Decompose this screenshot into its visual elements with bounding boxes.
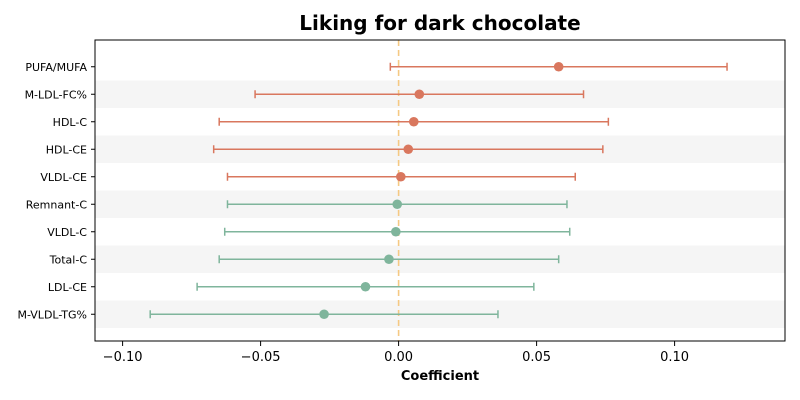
error-bar-pufa-mufa xyxy=(389,61,728,72)
y-tick-label: VLDL-C xyxy=(47,226,87,239)
x-tick-label: 0.05 xyxy=(522,350,551,365)
coefficient-point xyxy=(384,254,394,265)
coefficient-point xyxy=(403,144,414,155)
y-tick-label: M-VLDL-TG% xyxy=(17,308,87,321)
y-tick-label: HDL-CE xyxy=(46,143,87,156)
x-tick-label: −0.05 xyxy=(241,350,281,365)
error-bar-hdl-c xyxy=(218,116,610,127)
error-bar-hdl-ce xyxy=(212,144,604,155)
y-tick-label: Total-C xyxy=(49,253,88,266)
plot-frame xyxy=(94,39,786,342)
y-tick-label: HDL-C xyxy=(53,116,88,129)
y-tick-label: LDL-CE xyxy=(48,281,87,294)
coefficient-point xyxy=(391,226,401,237)
error-bar-vldl-c xyxy=(223,226,571,237)
error-bar-remnant-c xyxy=(226,199,568,210)
coefficient-point xyxy=(396,171,406,182)
error-bar-total-c xyxy=(218,254,560,265)
y-axis-labels: PUFA/MUFA M-LDL-FC% HDL-C HDL-CE VLDL-CE Remn… xyxy=(17,61,95,321)
x-axis-label: Coefficient xyxy=(401,369,479,384)
y-tick-label: PUFA/MUFA xyxy=(25,61,87,74)
error-bar-ldl-ce xyxy=(196,281,535,292)
coefficient-point xyxy=(392,199,403,210)
x-tick-label: 0.00 xyxy=(384,350,413,365)
coefficient-point xyxy=(408,116,419,127)
error-bar-m-ldl-fc- xyxy=(254,89,585,100)
y-tick-label: M-LDL-FC% xyxy=(25,88,87,101)
chart-title: Liking for dark chocolate xyxy=(299,11,580,35)
x-tick-label: 0.10 xyxy=(660,350,689,365)
y-tick-label: Remnant-C xyxy=(26,198,88,211)
error-bar-m-vldl-tg- xyxy=(149,309,499,320)
error-bars xyxy=(149,61,728,320)
coefficient-point xyxy=(360,281,371,292)
error-bar-vldl-ce xyxy=(226,171,576,182)
coefficient-point xyxy=(553,61,564,72)
x-axis-ticks: −0.10 −0.05 0.00 0.05 0.10 xyxy=(103,341,689,365)
coefficient-point xyxy=(319,309,329,320)
x-tick-label: −0.10 xyxy=(103,350,143,365)
coefficient-point xyxy=(414,89,425,100)
y-tick-label: VLDL-CE xyxy=(40,171,87,184)
